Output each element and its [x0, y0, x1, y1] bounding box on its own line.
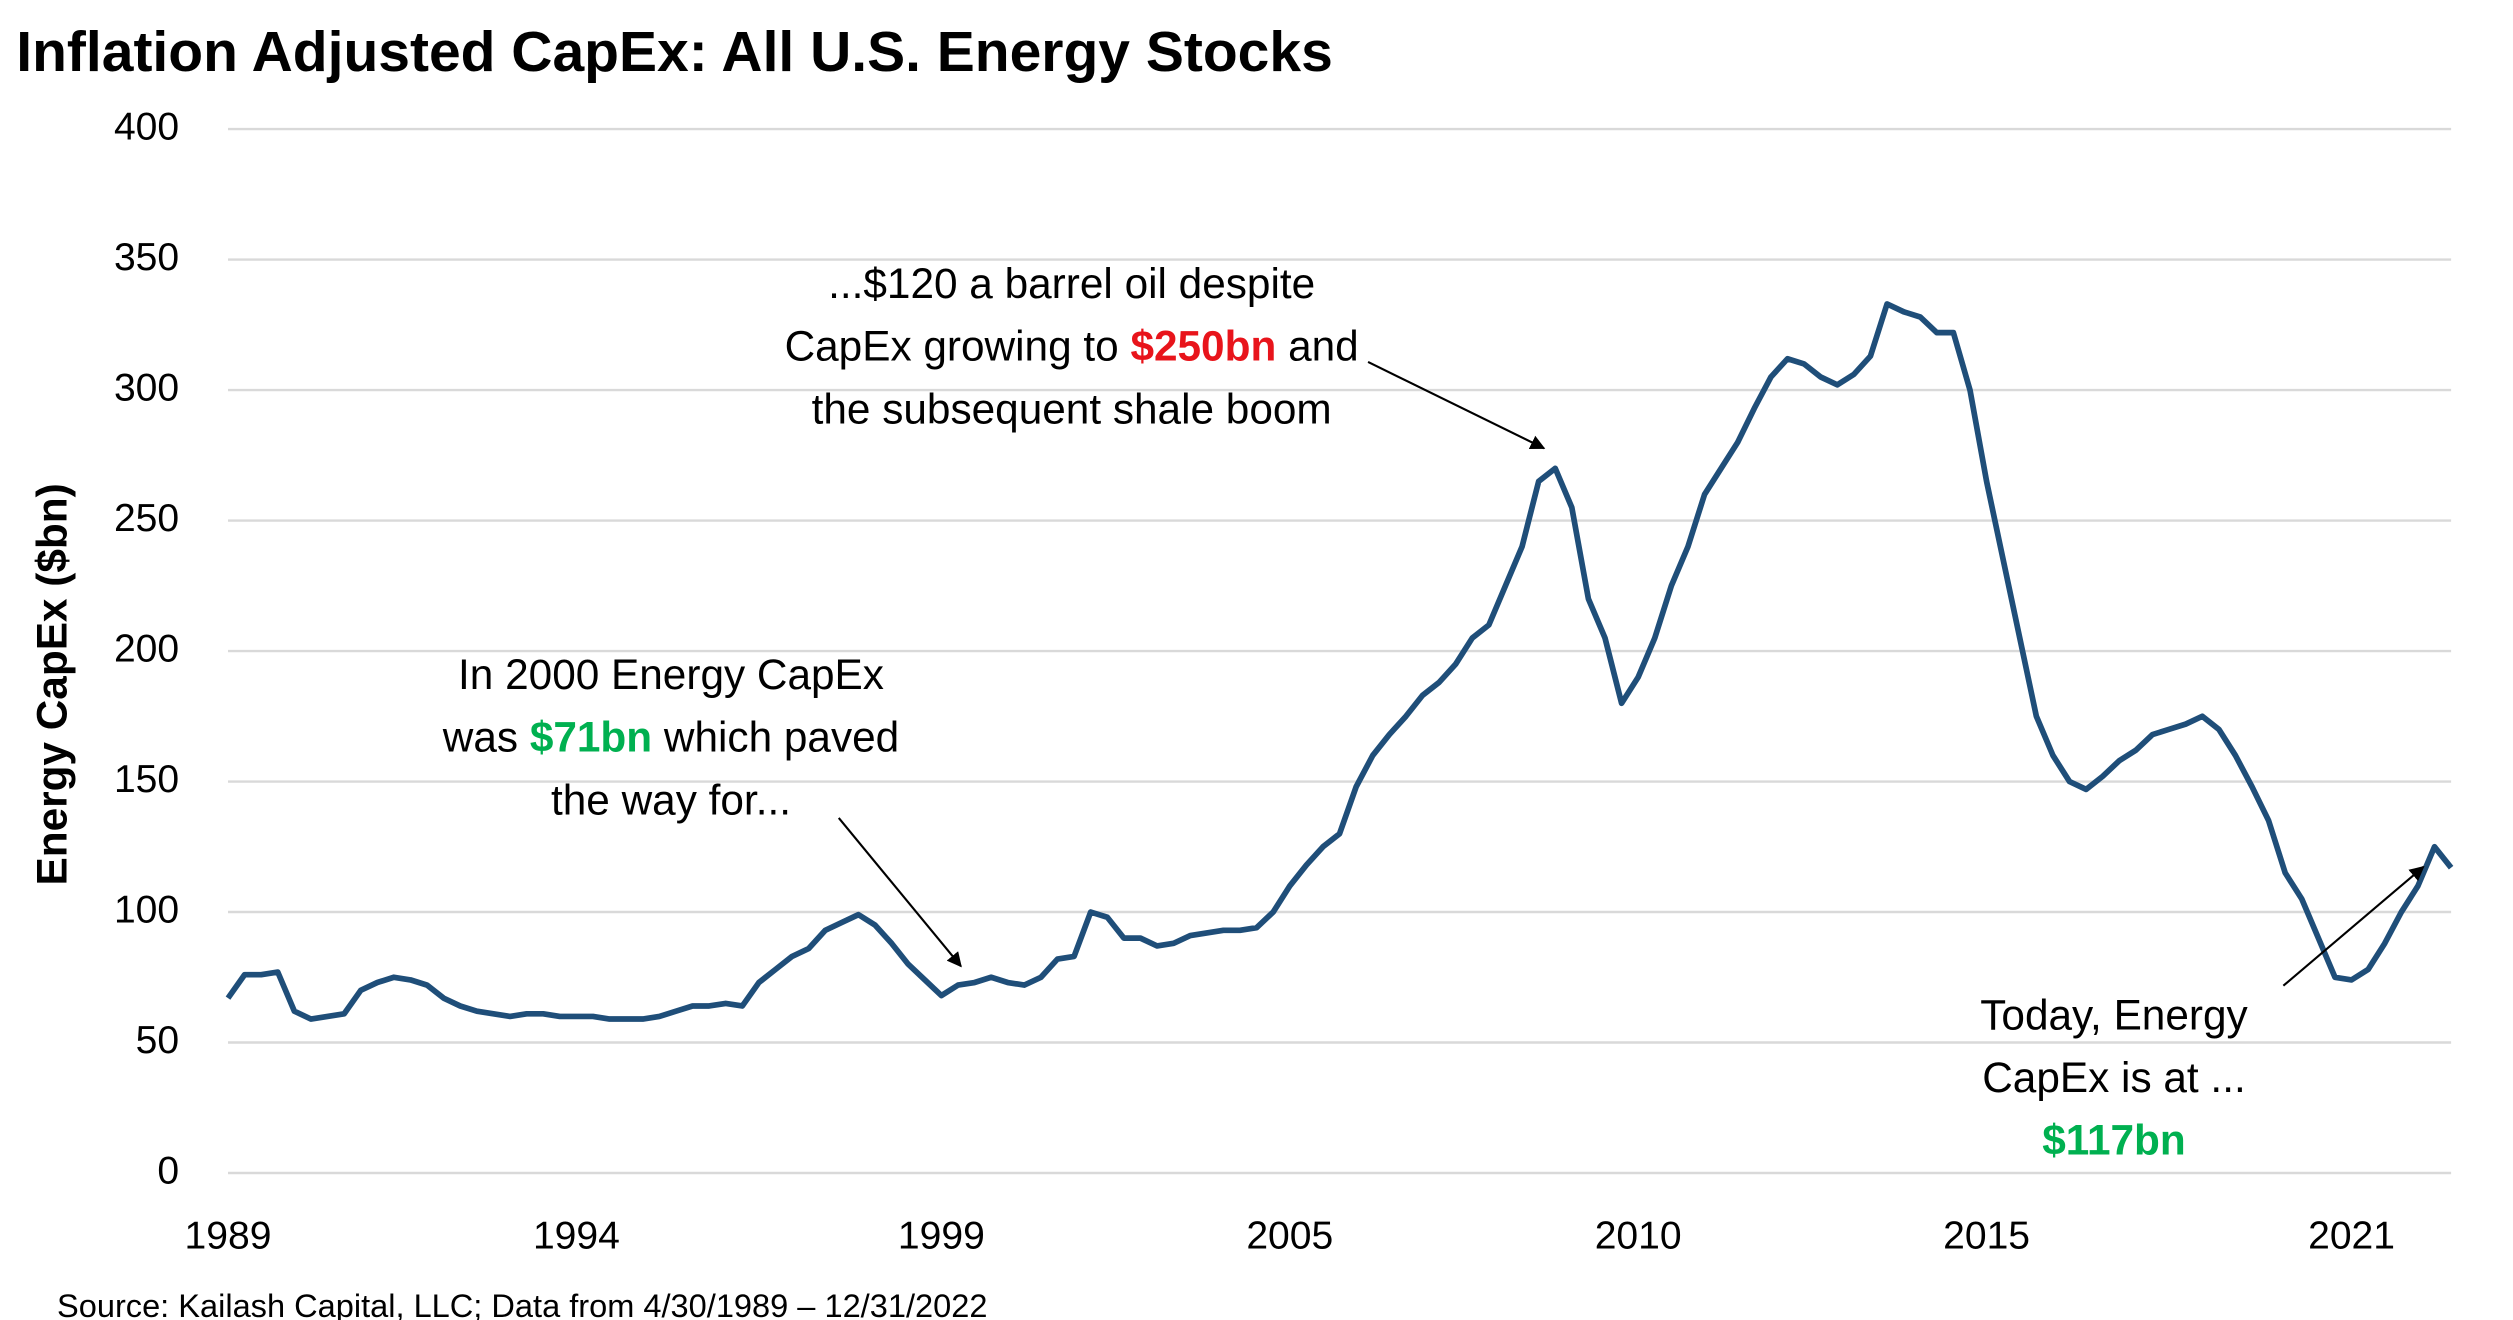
annotation-arrow — [837, 817, 962, 968]
annotation-segment: which paved — [652, 714, 899, 761]
y-tick-label: 400 — [114, 105, 179, 148]
annotation-arrow — [2282, 865, 2425, 987]
annotation-text: In 2000 Energy CapEx — [458, 651, 884, 698]
annotation-text: was $71bn which paved — [442, 714, 899, 761]
annotation-text: the way for... — [551, 777, 791, 824]
annotation-arrow — [1367, 361, 1546, 450]
x-tick-label: 1994 — [533, 1214, 620, 1257]
y-tick-label: 100 — [114, 888, 179, 931]
annotation-segment: and — [1276, 323, 1358, 370]
annotation-segment: CapEx growing to — [785, 323, 1131, 370]
x-tick-label: 1989 — [185, 1214, 272, 1257]
y-tick-label: 350 — [114, 236, 179, 279]
y-tick-label: 150 — [114, 758, 179, 801]
y-tick-label: 300 — [114, 366, 179, 409]
x-tick-label: 2021 — [2308, 1214, 2395, 1257]
chart-title: Inflation Adjusted CapEx: All U.S. Energ… — [16, 20, 1332, 84]
x-tick-label: 2005 — [1246, 1214, 1333, 1257]
data-line — [225, 301, 2454, 1022]
y-tick-label: 200 — [114, 627, 179, 670]
y-tick-label: 250 — [114, 497, 179, 540]
y-axis-label: Energy CapEx ($bn) — [29, 483, 76, 885]
y-tick-label: 50 — [136, 1019, 179, 1062]
annotation-segment: the way for... — [551, 777, 791, 824]
annotation-text: CapEx growing to $250bn and — [785, 323, 1359, 370]
source-note: Source: Kailash Capital, LLC; Data from … — [57, 1288, 987, 1320]
annotation-segment: was — [442, 714, 530, 761]
annotation-segment: Today, Energy — [1980, 991, 2248, 1038]
x-tick-label: 1999 — [898, 1214, 985, 1257]
annotation-segment: ...$120 a barrel oil despite — [828, 260, 1315, 307]
annotation-text: ...$120 a barrel oil despite — [828, 260, 1315, 307]
annotation-text: Today, Energy — [1980, 991, 2248, 1038]
annotation-highlight: $71bn — [530, 714, 652, 761]
annotation-segment: In 2000 Energy CapEx — [458, 651, 884, 698]
annotation-segment: the subsequent shale boom — [812, 386, 1332, 433]
annotation-segment: CapEx is at ... — [1982, 1054, 2245, 1101]
annotation-text: the subsequent shale boom — [812, 386, 1332, 433]
annotation-highlight: $117bn — [2042, 1117, 2186, 1164]
annotation-text: $117bn — [2042, 1117, 2186, 1164]
annotation-highlight: $250bn — [1130, 323, 1276, 370]
x-tick-label: 2015 — [1943, 1214, 2030, 1257]
y-tick-label: 0 — [157, 1149, 179, 1192]
x-tick-label: 2010 — [1595, 1214, 1682, 1257]
annotation-text: CapEx is at ... — [1982, 1054, 2245, 1101]
